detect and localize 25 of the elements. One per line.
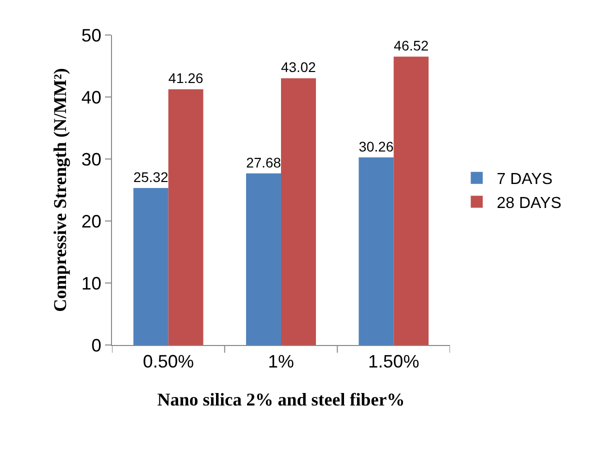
y-tick-label: 50 (81, 25, 102, 46)
x-tick-label: 1.50% (368, 352, 420, 372)
x-axis-title: Nano silica 2% and steel fiber% (157, 390, 405, 410)
data-label: 27.68 (246, 154, 282, 170)
bar (246, 173, 281, 345)
y-axis-title: Compressive Strength (N/MM²) (50, 68, 70, 312)
data-label: 30.26 (358, 138, 394, 154)
y-tick-label: 0 (91, 335, 102, 356)
y-tick-label: 40 (81, 87, 102, 108)
bar (281, 78, 316, 345)
data-label: 25.32 (133, 168, 169, 185)
x-tick-label: 1% (268, 352, 294, 372)
bar (168, 89, 204, 345)
bar (358, 157, 394, 345)
bar (394, 56, 429, 345)
y-tick-label: 10 (81, 273, 102, 294)
legend-label: 28 DAYS (496, 194, 562, 212)
legend-label: 7 DAYS (496, 171, 552, 188)
data-label: 46.52 (394, 37, 429, 54)
data-label: 41.26 (168, 70, 204, 86)
x-tick-label: 0.50% (142, 352, 194, 372)
bar (133, 188, 168, 345)
y-tick-label: 20 (81, 211, 102, 232)
y-tick-label: 30 (81, 149, 102, 170)
data-label: 43.02 (281, 59, 316, 76)
